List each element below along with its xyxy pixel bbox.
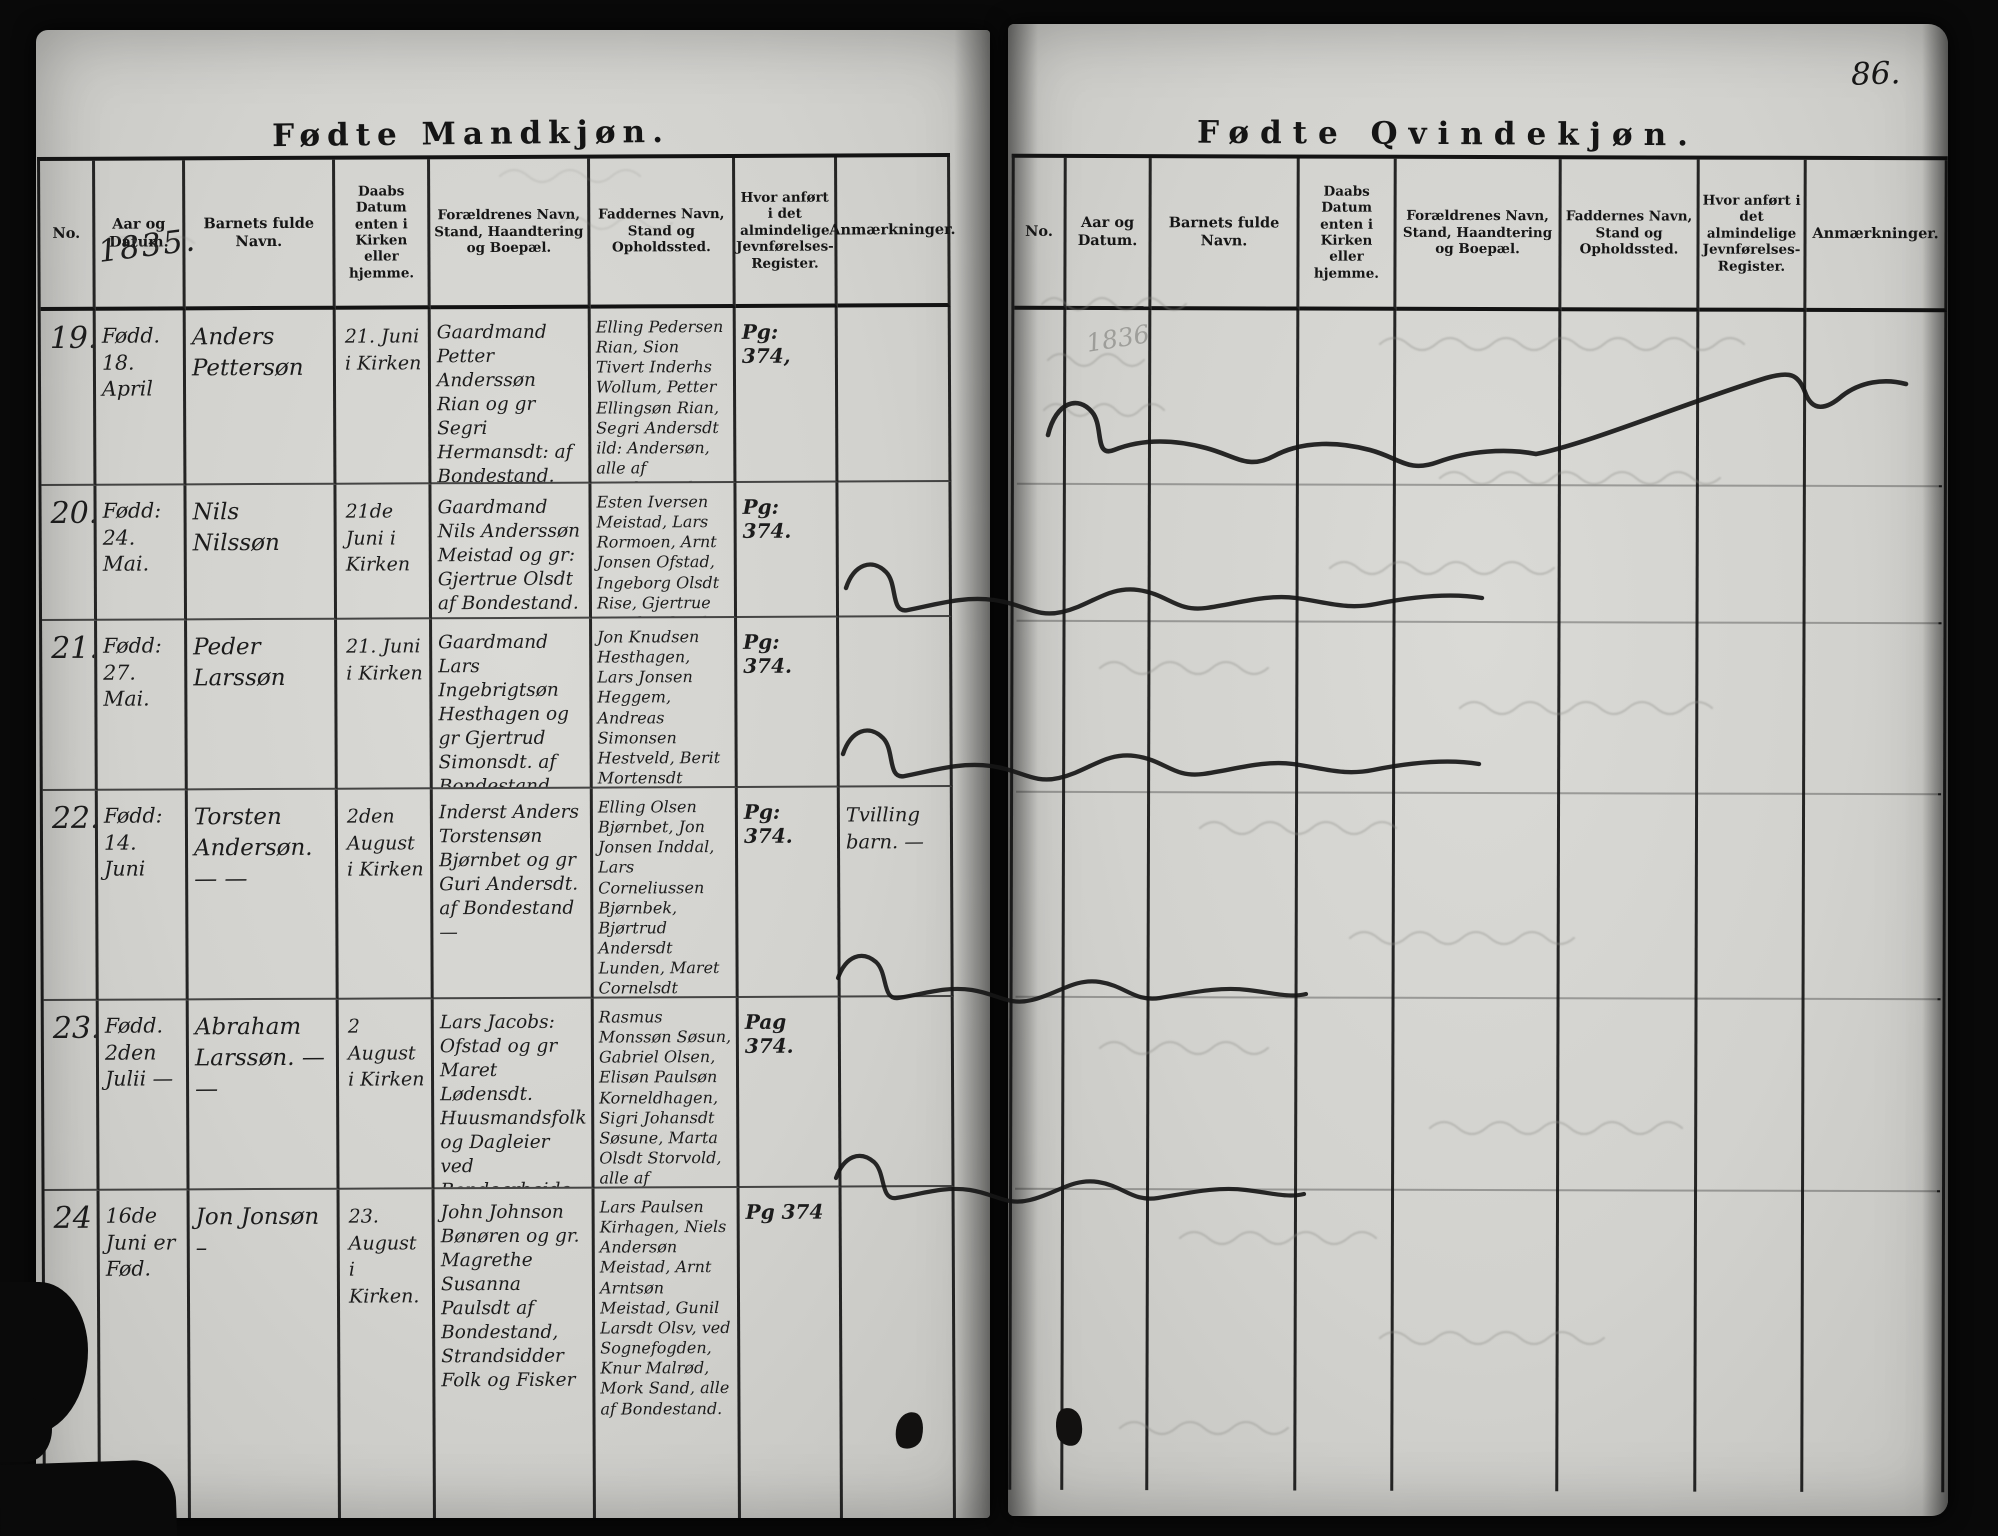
cell-parents: Inderst Anders Torstensøn Bjørnbet og gr…	[432, 788, 594, 1000]
right-header-date: Aar og Datum.	[1066, 157, 1152, 311]
right-header-baptism: Daabs Datum enten i Kirken eller hjemme.	[1299, 158, 1397, 311]
cell-parents: Gaardmand Nils Anderssøn Meistad og gr: …	[431, 483, 593, 620]
scan-edge-shadow-blob	[0, 1396, 52, 1462]
cell-name: Anders Pettersøn	[185, 309, 337, 486]
cell-baptism: 2 August i Kirken	[338, 999, 435, 1190]
page-number: 86.	[1850, 55, 1901, 93]
right-header-parents: Forældrenes Navn, Stand, Haandtering og …	[1396, 158, 1562, 312]
left-page: Fødte Mandkjøn. No. Aar og Datum. Barnet…	[36, 30, 990, 1518]
cell-parents: Gaardmand Lars Ingebrigtsøn Hesthagen og…	[432, 618, 593, 790]
left-header-godparents: Faddernes Navn, Stand og Opholdssted.	[590, 157, 736, 309]
cell-no: 22.	[42, 790, 99, 1001]
empty-column	[1393, 310, 1562, 1492]
right-header-remarks: Anmærkninger.	[1806, 159, 1948, 313]
left-header-no: No.	[40, 160, 96, 311]
cell-no: 19.	[40, 310, 97, 486]
cell-name: Nils Nilssøn	[186, 484, 338, 621]
cell-name: Torsten Andersøn. — —	[187, 789, 339, 1001]
cell-remarks	[838, 482, 953, 618]
cell-register: Pag 374.	[738, 997, 842, 1188]
right-page: Fødte Qvindekjøn. 86. No. Aar og Datum. …	[1008, 24, 1948, 1516]
right-register-table: No. Aar og Datum. Barnets fulde Navn. Da…	[1008, 153, 1948, 1493]
empty-column	[1803, 311, 1948, 1493]
cell-godparents: Jon Knudsen Hesthagen, Lars Jonsen Hegge…	[592, 617, 738, 789]
empty-column	[1696, 311, 1807, 1492]
cell-name: Abraham Larssøn. — —	[188, 999, 340, 1191]
empty-column	[1148, 310, 1300, 1491]
cell-name: Jon Jonsøn –	[189, 1189, 341, 1518]
cell-register: Pg: 374.	[736, 482, 840, 618]
cell-remarks	[841, 1187, 956, 1518]
cell-name: Peder Larssøn	[187, 619, 338, 791]
cell-parents: John Johnson Bønøren og gr. Magrethe Sus…	[434, 1188, 596, 1518]
cell-remarks: Tvilling barn. —	[839, 787, 954, 998]
left-header-name: Barnets fulde Navn.	[185, 159, 336, 311]
cell-register: Pg: 374,	[735, 307, 839, 483]
cell-parents: Gaardmand Petter Anderssøn Rian og gr Se…	[430, 308, 592, 485]
right-header-register: Hvor anført i det almindelige Jevnførels…	[1699, 159, 1807, 312]
right-header-no: No.	[1014, 157, 1067, 310]
cell-parents: Lars Jacobs: Ofstad og gr Maret Lødensdt…	[433, 998, 595, 1190]
cell-date: Fødd: 24. Mai.	[96, 485, 188, 621]
cell-date: Fødd. 2den Julii —	[98, 1000, 190, 1191]
cell-remarks	[839, 617, 953, 788]
cell-baptism: 21. Juni i Kirken	[335, 309, 432, 485]
right-page-title: Fødte Qvindekjøn.	[1196, 114, 1700, 154]
cell-no: 21.	[42, 620, 98, 791]
cell-baptism: 21de Juni i Kirken	[336, 484, 433, 620]
left-header-register: Hvor anført i det almindelige Jevnførels…	[735, 157, 838, 308]
scan-corner-shadow	[0, 1458, 178, 1536]
empty-column	[1296, 310, 1397, 1491]
left-page-title: Fødte Mandkjøn.	[271, 113, 671, 155]
cell-baptism: 21. Juni i Kirken	[337, 619, 433, 790]
cell-godparents: Lars Paulsen Kirhagen, Niels Andersøn Me…	[594, 1187, 741, 1518]
cell-remarks	[840, 997, 955, 1188]
cell-godparents: Elling Pedersen Rian, Sion Tivert Inderh…	[590, 307, 737, 484]
cell-baptism: 23. August i Kirken.	[339, 1189, 436, 1518]
cell-godparents: Elling Olsen Bjørnbet, Jon Jonsen Inddal…	[592, 787, 739, 999]
left-register-table: No. Aar og Datum. Barnets fulde Navn. Da…	[37, 153, 956, 1518]
cell-godparents: Esten Iversen Meistad, Lars Rormoen, Arn…	[591, 482, 738, 619]
left-header-remarks: Anmærkninger.	[829, 157, 956, 308]
empty-column	[1063, 309, 1152, 1491]
cell-baptism: 2den August i Kirken	[337, 789, 434, 1000]
cell-godparents: Rasmus Monssøn Søsun, Gabriel Olsen, Eli…	[593, 997, 740, 1189]
cell-remarks	[837, 307, 952, 483]
left-header-parents: Forældrenes Navn, Stand, Haandtering og …	[430, 158, 591, 310]
cell-no: 20.	[41, 485, 98, 621]
cell-register: Pg: 374.	[737, 617, 840, 788]
right-header-godparents: Faddernes Navn, Stand og Opholdssted.	[1561, 159, 1700, 312]
left-header-baptism: Daabs Datum enten i Kirken eller hjemme.	[335, 159, 431, 310]
cell-no: 23.	[43, 1000, 100, 1191]
empty-column	[1011, 309, 1067, 1490]
cell-register: Pg: 374.	[737, 787, 841, 998]
cell-date: Fødd. 18. April	[95, 310, 187, 486]
right-header-name: Barnets fulde Navn.	[1151, 158, 1300, 311]
cell-date: Fødd: 14. Juni	[97, 790, 189, 1001]
cell-date: Fødd: 27. Mai.	[97, 620, 188, 791]
cell-register: Pg 374	[739, 1187, 843, 1518]
empty-column	[1558, 311, 1700, 1492]
